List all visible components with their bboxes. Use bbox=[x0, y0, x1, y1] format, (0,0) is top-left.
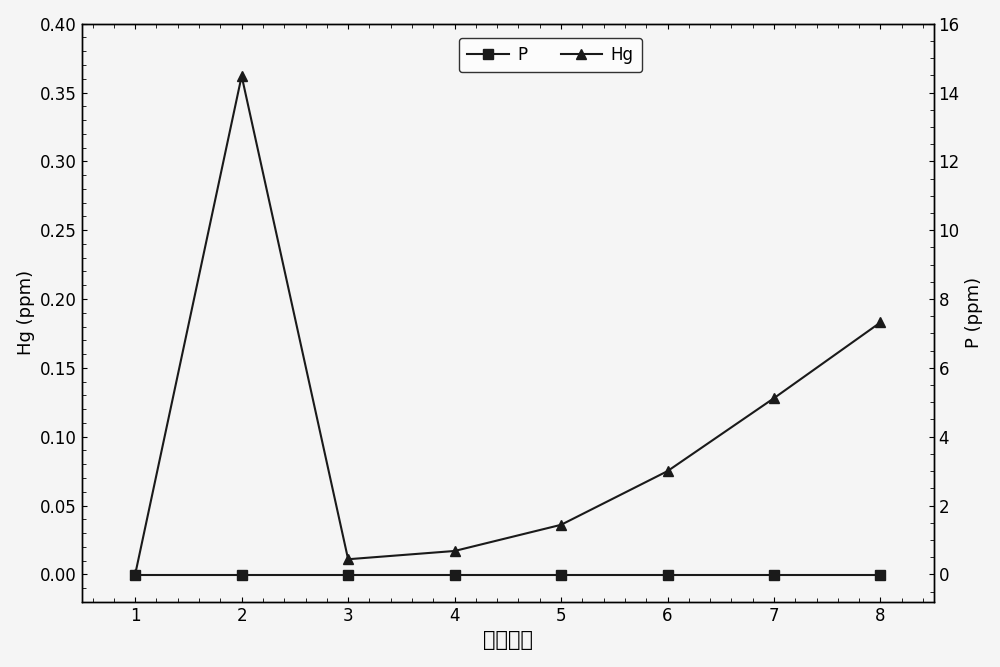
Hg bbox=[236, 72, 248, 80]
P bbox=[768, 571, 780, 579]
Legend: P, Hg: P, Hg bbox=[459, 38, 642, 73]
Hg bbox=[768, 394, 780, 402]
Hg bbox=[874, 318, 886, 326]
P bbox=[449, 571, 461, 579]
X-axis label: 洗脱次数: 洗脱次数 bbox=[483, 630, 533, 650]
Y-axis label: P (ppm): P (ppm) bbox=[965, 277, 983, 348]
P bbox=[662, 571, 674, 579]
Hg bbox=[555, 521, 567, 529]
Hg bbox=[342, 555, 354, 563]
P bbox=[555, 571, 567, 579]
Line: Hg: Hg bbox=[130, 71, 885, 579]
Hg bbox=[129, 570, 141, 578]
P bbox=[236, 571, 248, 579]
P bbox=[342, 571, 354, 579]
Y-axis label: Hg (ppm): Hg (ppm) bbox=[17, 270, 35, 356]
Hg bbox=[449, 547, 461, 555]
Hg bbox=[662, 467, 674, 475]
P bbox=[874, 571, 886, 579]
P bbox=[129, 571, 141, 579]
Line: P: P bbox=[130, 570, 885, 580]
